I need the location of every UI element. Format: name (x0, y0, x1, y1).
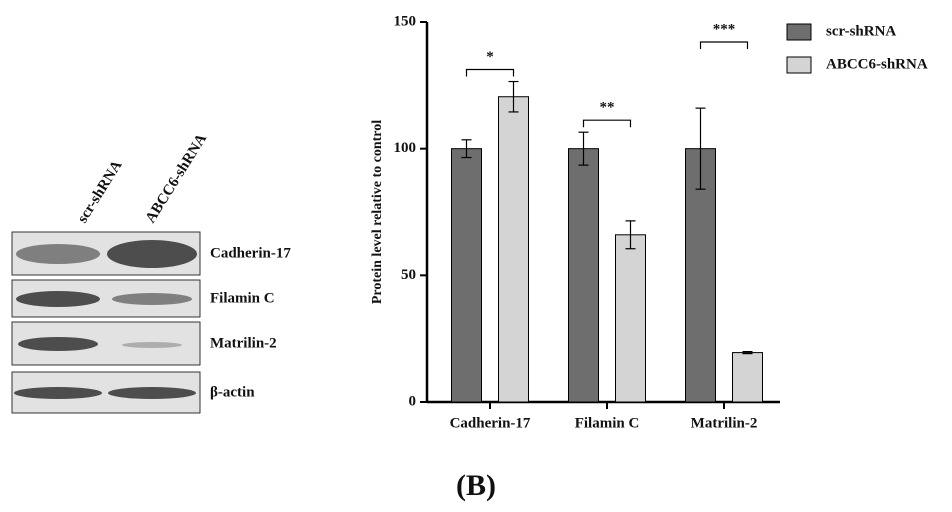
band-label: Cadherin-17 (210, 245, 291, 261)
band (16, 244, 100, 264)
page: scr-shRNA ABCC6-shRNA Cadherin-17 Filami… (0, 0, 952, 512)
y-tick-label: 0 (409, 393, 417, 409)
bar (499, 97, 529, 402)
figure: scr-shRNA ABCC6-shRNA Cadherin-17 Filami… (0, 0, 952, 512)
band (107, 240, 197, 268)
panel-label: (B) (456, 469, 496, 502)
significance-bracket (701, 42, 748, 49)
y-tick-label: 150 (394, 13, 417, 29)
bar (616, 235, 646, 402)
significance-bracket (584, 120, 631, 127)
band (112, 293, 192, 305)
band (18, 337, 98, 351)
y-tick-label: 100 (394, 140, 417, 156)
legend-label: ABCC6-shRNA (826, 56, 928, 72)
bar (569, 149, 599, 402)
blot: scr-shRNA ABCC6-shRNA Cadherin-17 Filami… (12, 131, 291, 413)
significance-bracket (467, 70, 514, 77)
significance-label: ** (600, 100, 615, 116)
legend-label: scr-shRNA (826, 23, 896, 39)
lane-label: ABCC6-shRNA (143, 131, 211, 226)
x-tick-label: Matrilin-2 (691, 415, 758, 431)
legend-swatch (787, 24, 811, 40)
bar (733, 353, 763, 402)
band (14, 387, 102, 399)
band (122, 342, 182, 348)
x-tick-label: Filamin C (575, 415, 640, 431)
band-label: β-actin (210, 384, 255, 400)
band (16, 291, 100, 307)
y-axis-label: Protein level relative to control (370, 120, 385, 304)
significance-label: * (486, 49, 494, 65)
x-tick-label: Cadherin-17 (450, 415, 531, 431)
lane-label: scr-shRNA (75, 158, 126, 226)
band (108, 387, 196, 399)
bar (452, 149, 482, 402)
band-label: Filamin C (210, 290, 275, 306)
legend-swatch (787, 57, 811, 73)
y-tick-label: 50 (401, 267, 416, 283)
significance-label: *** (713, 21, 736, 37)
band-label: Matrilin-2 (210, 335, 277, 351)
